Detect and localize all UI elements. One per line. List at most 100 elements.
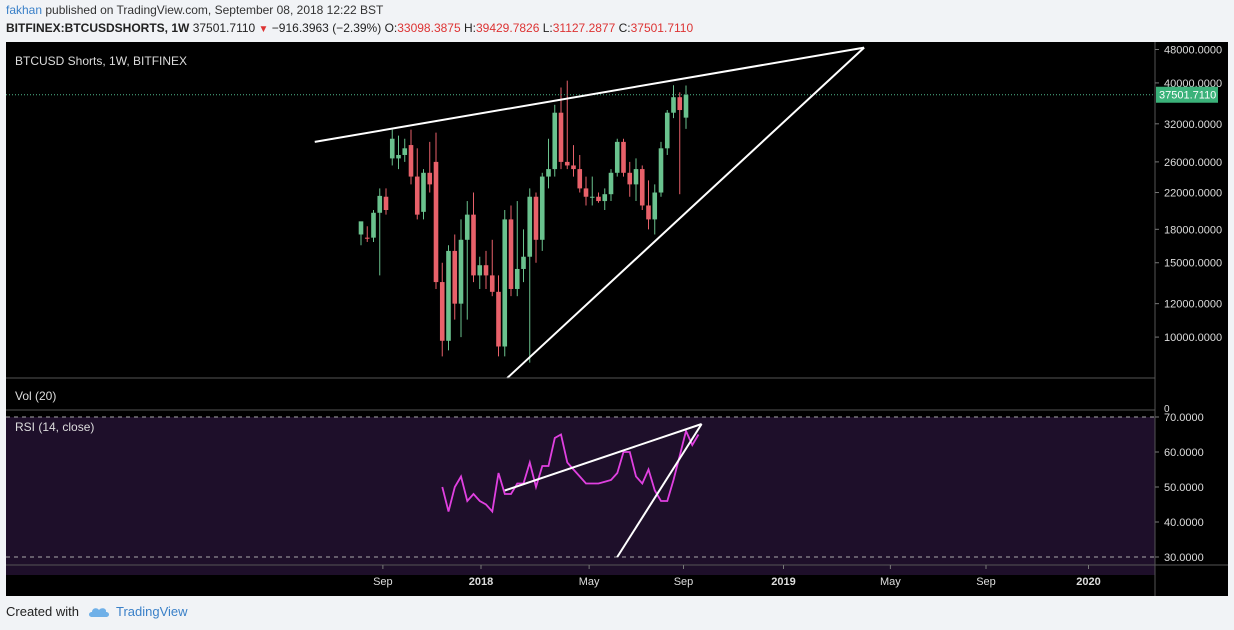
- close-label: C:: [618, 21, 631, 35]
- created-with-text: Created with: [6, 604, 79, 619]
- drawings[interactable]: [314, 46, 865, 558]
- candle-body: [452, 250, 458, 304]
- candle-body: [602, 194, 608, 202]
- time-tick-label: 2019: [771, 576, 795, 588]
- open-value: 33098.3875: [397, 21, 461, 35]
- candle-body: [577, 169, 583, 189]
- candle-body: [496, 291, 501, 347]
- candle-body: [427, 172, 433, 185]
- upper-trendline[interactable]: [314, 46, 865, 143]
- volume-axis-label: 0: [1164, 404, 1170, 415]
- candle-body: [527, 196, 533, 257]
- price-tick-label: 18000.0000: [1164, 224, 1222, 236]
- candle-body: [571, 165, 576, 170]
- rsi-tick-label: 30.0000: [1164, 552, 1204, 564]
- candle-body: [671, 97, 676, 113]
- candle-body: [596, 196, 601, 202]
- candle-body: [458, 239, 464, 304]
- candle-body: [483, 265, 489, 276]
- footer: Created with TradingView: [6, 604, 188, 619]
- rsi-tick-label: 60.0000: [1164, 447, 1204, 459]
- price-tick-label: 48000.0000: [1164, 44, 1222, 56]
- candle-body: [489, 275, 495, 292]
- candle-body: [514, 268, 520, 289]
- candle-body: [639, 169, 645, 206]
- candle-body: [414, 176, 420, 215]
- price-tick-label: 10000.0000: [1164, 332, 1222, 344]
- candle-body: [508, 219, 514, 289]
- price-candles: [6, 80, 1155, 363]
- candle-body: [421, 172, 426, 212]
- candle-body: [464, 214, 470, 240]
- price-tick-label: 32000.0000: [1164, 119, 1222, 131]
- rsi-upper-trendline[interactable]: [504, 423, 702, 492]
- candle-body: [583, 188, 589, 197]
- last-price-tag-label: 37501.7110: [1159, 90, 1216, 102]
- symbol-label: BITFINEX:BTCUSDSHORTS, 1W: [6, 21, 190, 35]
- last-price: 37501.7110: [192, 21, 256, 35]
- candle-body: [358, 221, 364, 235]
- time-tick-label: 2020: [1076, 576, 1100, 588]
- rsi-line: [441, 428, 700, 514]
- high-value: 39429.7826: [475, 21, 540, 35]
- rsi-tick-label: 70.0000: [1164, 412, 1204, 424]
- author-link[interactable]: fakhan: [6, 3, 43, 17]
- candle-body: [533, 196, 539, 240]
- candle-body: [377, 195, 383, 213]
- close-value: 37501.7110: [630, 21, 694, 35]
- candle-body: [552, 112, 558, 170]
- low-label: L:: [542, 21, 553, 35]
- candle-body: [633, 169, 639, 185]
- candle-body: [408, 145, 414, 177]
- price-tick-label: 22000.0000: [1164, 188, 1222, 200]
- open-label: O:: [384, 21, 398, 35]
- candle-body: [546, 169, 551, 177]
- chart-container[interactable]: 48000.0000 40000.0000 32000.0000 26000.0000…: [6, 42, 1228, 596]
- candle-body: [664, 112, 670, 149]
- time-tick-label: 2018: [469, 576, 493, 588]
- tradingview-logo-icon: [88, 607, 109, 617]
- candle-body: [477, 265, 483, 276]
- candle-body: [383, 196, 389, 210]
- time-tick-label: Sep: [674, 576, 694, 588]
- candle-body: [389, 138, 395, 159]
- tradingview-link[interactable]: TradingView: [115, 604, 188, 619]
- rsi-band: [6, 417, 1155, 575]
- candle-body: [446, 250, 451, 341]
- last-price-tag: [1156, 86, 1218, 103]
- candle-body: [558, 112, 564, 162]
- publish-text: published on TradingView.com, September …: [45, 3, 384, 17]
- candle-body: [364, 237, 370, 239]
- time-tick-label: Sep: [373, 576, 393, 588]
- candle-body: [439, 282, 445, 341]
- candle-body: [433, 161, 439, 283]
- rsi-tick-label: 40.0000: [1164, 517, 1204, 529]
- ohlc-legend: BITFINEX:BTCUSDSHORTS, 1W 37501.7110 ▼ −…: [6, 21, 693, 35]
- rsi-lower-trendline[interactable]: [616, 423, 703, 558]
- main-pane-title: BTCUSD Shorts, 1W, BITFINEX: [15, 54, 187, 68]
- candle-body: [589, 196, 595, 198]
- time-tick-label: Sep: [976, 576, 996, 588]
- candle-body: [564, 161, 570, 166]
- candle-body: [371, 212, 376, 238]
- candle-body: [627, 172, 633, 185]
- price-tick-label: 15000.0000: [1164, 258, 1222, 270]
- time-tick-label: May: [880, 576, 901, 588]
- time-axis[interactable]: Sep 2018 May Sep 2019 May Sep 2020: [373, 565, 1101, 588]
- low-value: 31127.2877: [552, 21, 616, 35]
- candle-body: [608, 172, 614, 195]
- publish-info: fakhan published on TradingView.com, Sep…: [6, 3, 383, 17]
- lower-trendline[interactable]: [506, 46, 865, 379]
- candle-body: [677, 97, 683, 111]
- candle-body: [683, 94, 689, 118]
- time-tick-label: May: [579, 576, 600, 588]
- rsi-tick-label: 50.0000: [1164, 482, 1204, 494]
- candle-body: [396, 154, 401, 159]
- candle-body: [539, 176, 545, 240]
- chart-svg[interactable]: 48000.000040000.000032000.000026000.0000…: [6, 42, 1228, 596]
- rsi-layer: [6, 416, 1155, 558]
- down-arrow-icon: ▼: [258, 24, 269, 35]
- price-axis[interactable]: 48000.000040000.000032000.000026000.0000…: [1155, 44, 1222, 564]
- candle-body: [652, 192, 658, 220]
- volume-pane-title: Vol (20): [15, 389, 56, 403]
